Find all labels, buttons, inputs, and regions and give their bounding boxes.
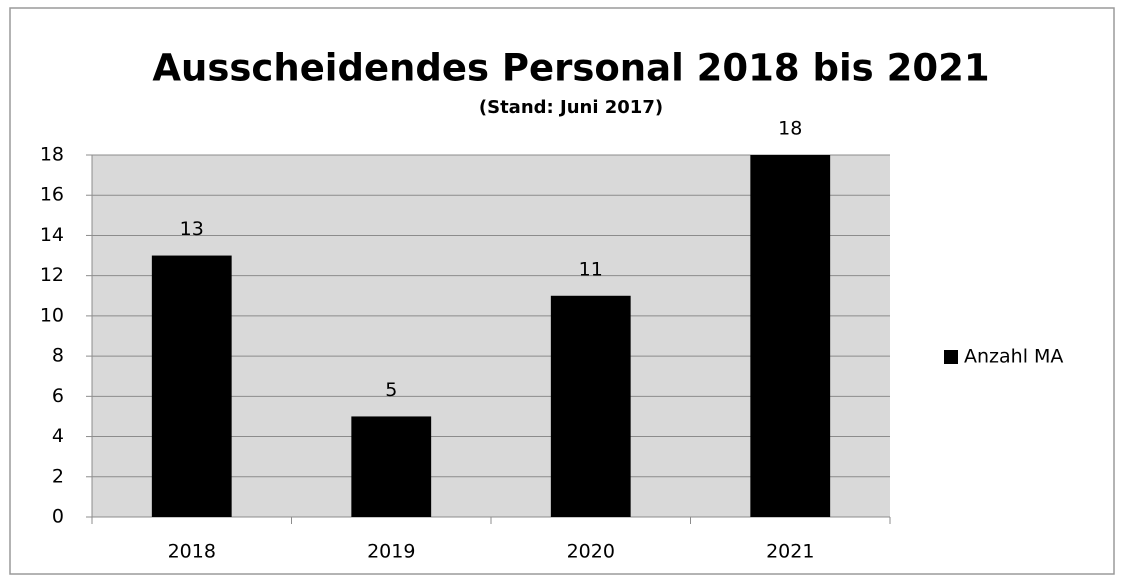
y-tick-label: 8 (52, 345, 64, 367)
legend-label: Anzahl MA (964, 346, 1063, 368)
y-tick-label: 16 (40, 184, 64, 206)
chart-subtitle: (Stand: Juni 2017) (479, 97, 663, 118)
y-tick-label: 18 (40, 144, 64, 166)
y-tick-label: 12 (40, 264, 64, 286)
bar (151, 255, 232, 518)
x-tick-label: 2019 (367, 541, 415, 563)
data-label: 5 (385, 379, 397, 401)
bar (750, 155, 831, 517)
x-tick-label: 2020 (567, 541, 615, 563)
data-label: 11 (579, 258, 603, 280)
bar (550, 295, 631, 517)
x-tick-label: 2021 (766, 541, 814, 563)
data-label: 18 (778, 118, 802, 140)
y-tick-label: 6 (52, 385, 64, 407)
y-tick-label: 2 (52, 465, 64, 487)
bar (351, 416, 432, 517)
y-tick-label: 10 (40, 304, 64, 326)
x-tick-label: 2018 (168, 541, 216, 563)
y-tick-label: 0 (52, 506, 64, 528)
legend-swatch (944, 350, 958, 364)
chart-title: Ausscheidendes Personal 2018 bis 2021 (152, 47, 989, 90)
y-tick-label: 14 (40, 224, 64, 246)
data-label: 13 (180, 218, 204, 240)
y-tick-label: 4 (52, 425, 64, 447)
